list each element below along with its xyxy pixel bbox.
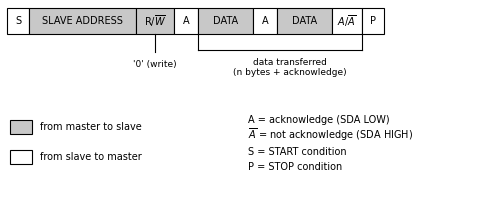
Text: from slave to master: from slave to master <box>40 152 142 162</box>
Text: '0' (write): '0' (write) <box>133 60 177 69</box>
Bar <box>29 8 136 34</box>
Bar <box>10 120 32 134</box>
Bar <box>332 8 362 34</box>
Bar <box>7 8 29 34</box>
Text: DATA: DATA <box>213 16 238 26</box>
Text: (n bytes + acknowledge): (n bytes + acknowledge) <box>233 68 347 77</box>
Text: P: P <box>370 16 376 26</box>
Text: $A/\overline{A}$: $A/\overline{A}$ <box>337 13 357 29</box>
Text: $\overline{A}$ = not acknowledge (SDA HIGH): $\overline{A}$ = not acknowledge (SDA HI… <box>248 127 413 143</box>
Text: A: A <box>261 16 268 26</box>
Bar <box>10 150 32 164</box>
Text: S: S <box>15 16 21 26</box>
Text: A: A <box>183 16 190 26</box>
Text: A = acknowledge (SDA LOW): A = acknowledge (SDA LOW) <box>248 115 390 125</box>
Text: SLAVE ADDRESS: SLAVE ADDRESS <box>42 16 123 26</box>
Bar <box>277 8 332 34</box>
Bar <box>174 8 198 34</box>
Text: from master to slave: from master to slave <box>40 122 142 132</box>
Text: R/$\overline{W}$: R/$\overline{W}$ <box>144 13 166 29</box>
Bar <box>136 8 174 34</box>
Bar <box>362 8 384 34</box>
Text: S = START condition: S = START condition <box>248 147 347 157</box>
Bar <box>253 8 277 34</box>
Text: data transferred: data transferred <box>253 58 327 67</box>
Text: DATA: DATA <box>292 16 317 26</box>
Text: P = STOP condition: P = STOP condition <box>248 162 342 172</box>
Bar <box>198 8 253 34</box>
